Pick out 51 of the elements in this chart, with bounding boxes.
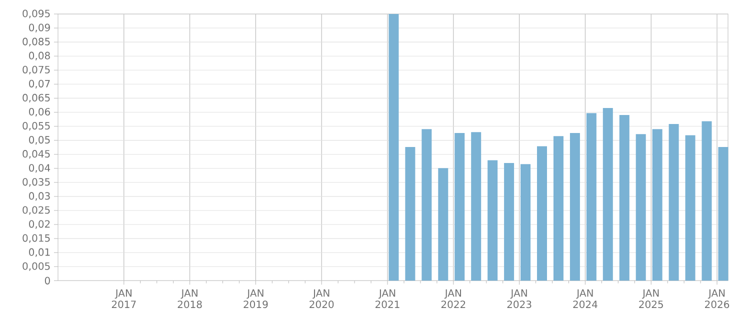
x-tick-label: JAN 2021 [376, 290, 400, 308]
y-tick-label: 0,05 [29, 136, 50, 145]
bar [636, 134, 646, 281]
bar [520, 164, 531, 281]
y-tick-label: 0,065 [22, 94, 50, 103]
y-tick-label: 0,08 [29, 52, 50, 61]
y-tick-label: 0,07 [29, 80, 50, 89]
bar [553, 136, 564, 281]
bar [454, 133, 465, 281]
y-tick-label: 0,015 [22, 234, 50, 244]
y-tick-label: 0,045 [22, 150, 50, 159]
x-tick-label: JAN 2022 [441, 290, 466, 308]
bar [438, 168, 448, 281]
bar [504, 163, 514, 281]
bar [652, 129, 662, 281]
x-tick-label: JAN 2018 [178, 290, 202, 308]
y-tick-label: 0,005 [22, 262, 50, 272]
y-tick-label: 0,035 [22, 178, 50, 187]
y-tick-label: 0,01 [29, 248, 50, 258]
y-tick-label: 0,085 [22, 38, 50, 47]
y-tick-label: 0,055 [22, 122, 50, 131]
bar [668, 124, 679, 281]
x-tick-label: JAN 2026 [705, 290, 730, 308]
x-tick-label: JAN 2019 [244, 290, 268, 308]
x-tick-label: JAN 2017 [112, 290, 136, 308]
bar [405, 147, 416, 281]
bar [537, 146, 547, 281]
bar [685, 135, 696, 281]
y-tick-label: 0,025 [22, 206, 50, 215]
bar [602, 108, 613, 281]
y-tick-label: 0,03 [29, 192, 50, 201]
x-tick-label: JAN 2024 [573, 290, 598, 308]
y-tick-label: 0,04 [29, 164, 50, 173]
y-tick-label: 0,075 [22, 66, 50, 75]
bar [570, 133, 580, 281]
y-tick-label: 0,06 [29, 108, 50, 117]
bar [471, 132, 482, 281]
y-tick-label: 0,09 [29, 24, 50, 32]
bar [488, 160, 498, 281]
x-tick-label: JAN 2020 [310, 290, 334, 308]
bar [388, 14, 399, 281]
y-tick-label: 0,02 [29, 220, 50, 229]
x-tick-label: JAN 2025 [639, 290, 663, 308]
y-tick-label: 0 [44, 277, 50, 285]
bar [586, 113, 596, 281]
bar [702, 121, 712, 281]
bar [619, 115, 630, 281]
x-tick-label: JAN 2023 [507, 290, 532, 308]
y-tick-label: 0,095 [22, 10, 50, 18]
bar [718, 147, 728, 281]
bar [422, 129, 432, 281]
